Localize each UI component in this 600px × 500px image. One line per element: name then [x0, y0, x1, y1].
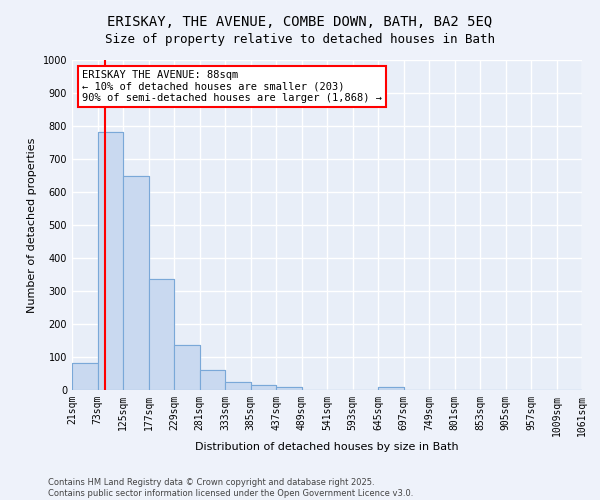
Text: Contains HM Land Registry data © Crown copyright and database right 2025.
Contai: Contains HM Land Registry data © Crown c…	[48, 478, 413, 498]
Bar	[123, 176, 149, 390]
Bar	[378, 388, 404, 390]
X-axis label: Distribution of detached houses by size in Bath: Distribution of detached houses by size …	[195, 442, 459, 452]
Bar	[97, 132, 123, 390]
Text: Size of property relative to detached houses in Bath: Size of property relative to detached ho…	[105, 32, 495, 46]
Y-axis label: Number of detached properties: Number of detached properties	[27, 138, 37, 312]
Bar	[225, 382, 251, 390]
Bar	[123, 176, 149, 390]
Text: ERISKAY, THE AVENUE, COMBE DOWN, BATH, BA2 5EQ: ERISKAY, THE AVENUE, COMBE DOWN, BATH, B…	[107, 15, 493, 29]
Bar	[251, 384, 276, 390]
Bar	[251, 384, 276, 390]
Bar	[225, 382, 251, 390]
Bar	[276, 388, 302, 390]
Bar	[72, 362, 97, 390]
Bar	[199, 370, 225, 390]
Bar	[149, 280, 174, 390]
Bar	[276, 388, 302, 390]
Bar	[149, 280, 174, 390]
Bar	[72, 362, 97, 390]
Bar	[378, 388, 404, 390]
Bar	[199, 370, 225, 390]
Text: ERISKAY THE AVENUE: 88sqm
← 10% of detached houses are smaller (203)
90% of semi: ERISKAY THE AVENUE: 88sqm ← 10% of detac…	[82, 70, 382, 103]
Bar	[97, 132, 123, 390]
Bar	[174, 346, 199, 390]
Bar	[174, 346, 199, 390]
